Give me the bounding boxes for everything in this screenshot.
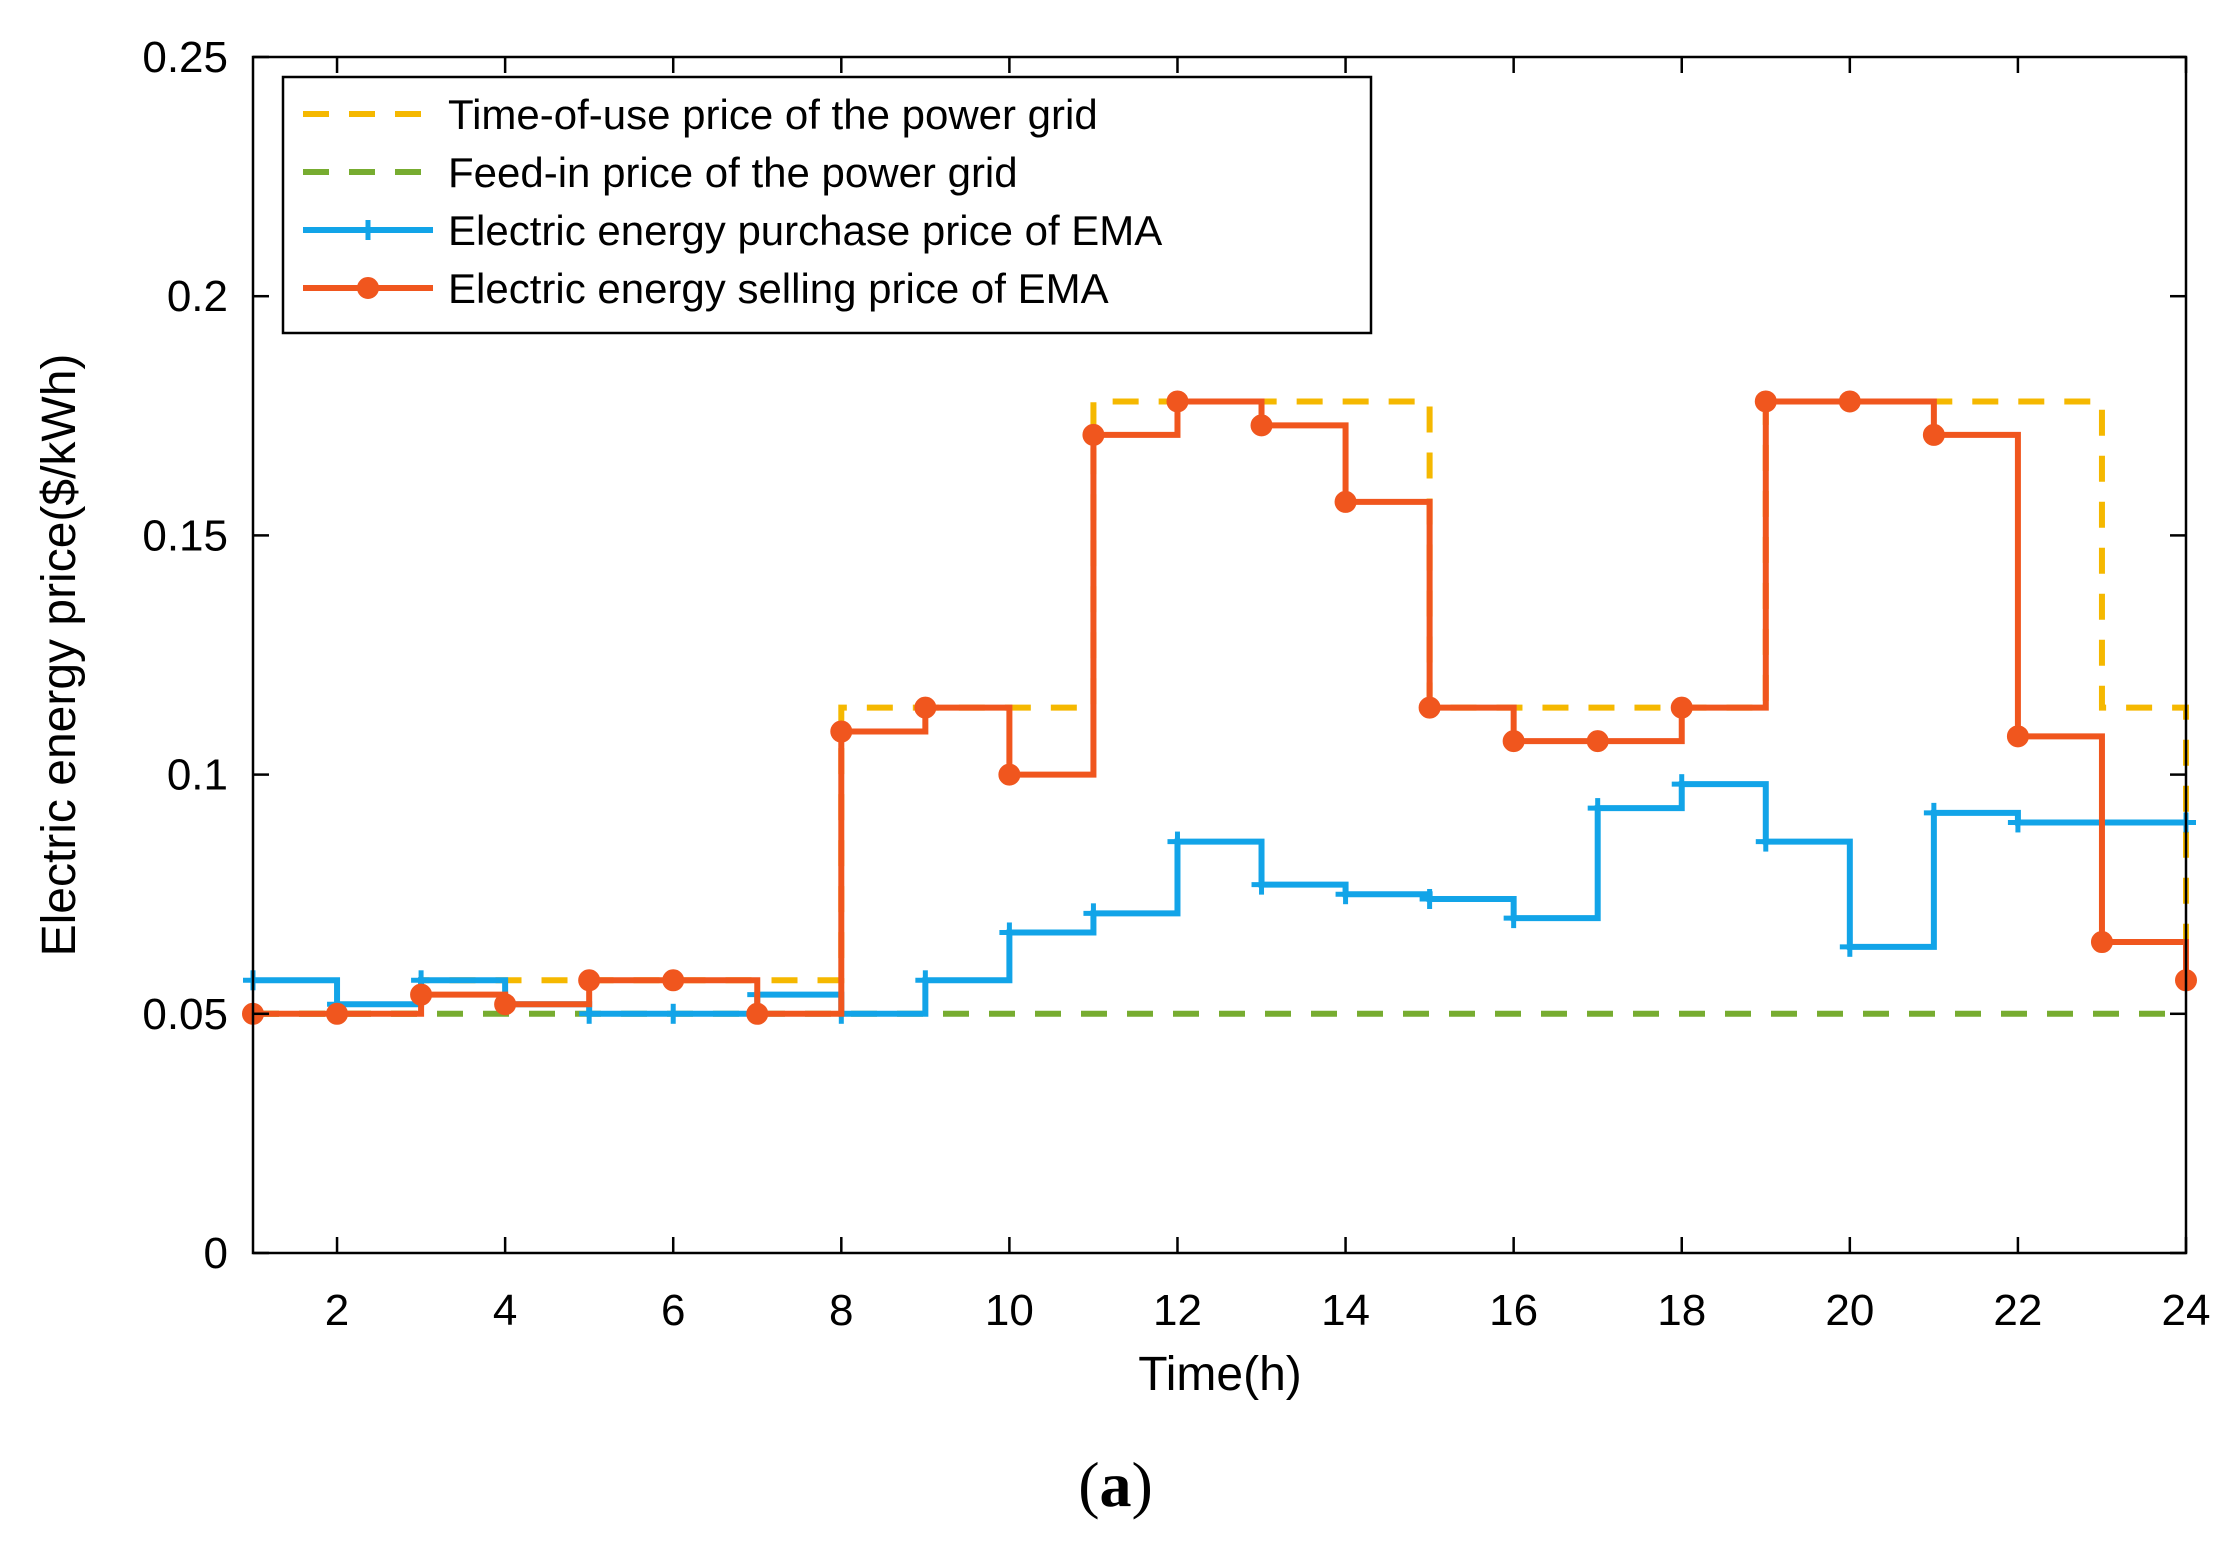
data-point [326,1002,349,1025]
x-tick-label: 12 [1153,1286,1202,1335]
data-point [358,220,378,240]
data-point [1250,414,1273,437]
legend-label: Feed-in price of the power grid [448,149,1018,196]
data-point [1586,730,1609,753]
legend-box [281,75,1373,335]
data-point [1839,936,1860,957]
figure-caption: (a) [0,1448,2231,1522]
data-point [410,983,433,1006]
legend-item: Time-of-use price of the power grid [303,91,1098,138]
data-point [1419,888,1440,909]
caption-close-paren: ) [1131,1449,1153,1520]
legend-label: Electric energy purchase price of EMA [448,207,1162,254]
x-tick-label: 18 [1657,1286,1706,1335]
data-point [1082,423,1105,446]
x-axis-label: Time(h) [1138,1348,1302,1401]
data-point [1335,884,1356,905]
caption-letter: a [1099,1449,1132,1520]
data-point [1334,490,1357,513]
data-point [1838,390,1861,413]
data-point [494,993,517,1016]
data-point [1251,874,1272,895]
legend-label: Time-of-use price of the power grid [448,91,1098,138]
data-point [1671,774,1692,795]
data-point [2090,931,2113,954]
x-tick-label: 6 [661,1286,685,1335]
y-tick-label: 0.25 [142,33,228,82]
data-point [1083,903,1104,924]
x-tick-label: 14 [1321,1286,1370,1335]
y-tick-label: 0.05 [142,990,228,1039]
data-point [357,277,379,299]
x-tick-label: 20 [1825,1286,1874,1335]
series-4 [242,390,2197,1025]
data-point [830,720,853,743]
plot-frame [251,55,2188,1255]
data-point [999,922,1020,943]
y-tick-label: 0.1 [167,751,228,800]
x-tick-label: 24 [2162,1286,2211,1335]
data-point [1923,802,1944,823]
data-point [663,1003,684,1024]
x-tick-label: 4 [493,1286,517,1335]
data-point [915,970,936,991]
data-point [1166,390,1189,413]
y-tick-label: 0.15 [142,511,228,560]
y-axis-label: Electric energy price($/kWh) [33,354,86,957]
data-point [1167,831,1188,852]
data-point [998,763,1021,786]
data-point [1418,696,1441,719]
data-point [1587,798,1608,819]
data-point [1754,390,1777,413]
data-point [2006,725,2029,748]
data-point [1755,831,1776,852]
data-point [578,969,601,992]
data-point [1922,423,1945,446]
data-point [1502,730,1525,753]
x-tick-label: 2 [325,1286,349,1335]
legend-label: Electric energy selling price of EMA [448,265,1109,312]
data-point [2007,812,2028,833]
data-point [662,969,685,992]
data-point [1503,908,1524,929]
y-tick-label: 0 [204,1229,228,1278]
x-tick-label: 22 [1993,1286,2042,1335]
y-tick-label: 0.2 [167,272,228,321]
caption-open-paren: ( [1078,1449,1100,1520]
x-tick-label: 16 [1489,1286,1538,1335]
data-point [746,1002,769,1025]
legend-item: Feed-in price of the power grid [303,149,1018,196]
x-tick-label: 10 [985,1286,1034,1335]
x-tick-label: 8 [829,1286,853,1335]
legend-item: Electric energy purchase price of EMA [303,207,1162,254]
data-point [1670,696,1693,719]
series-layer [242,390,2197,1025]
legend-item: Electric energy selling price of EMA [303,265,1109,312]
data-point [914,696,937,719]
legend: Time-of-use price of the power grid Feed-… [281,75,1373,335]
